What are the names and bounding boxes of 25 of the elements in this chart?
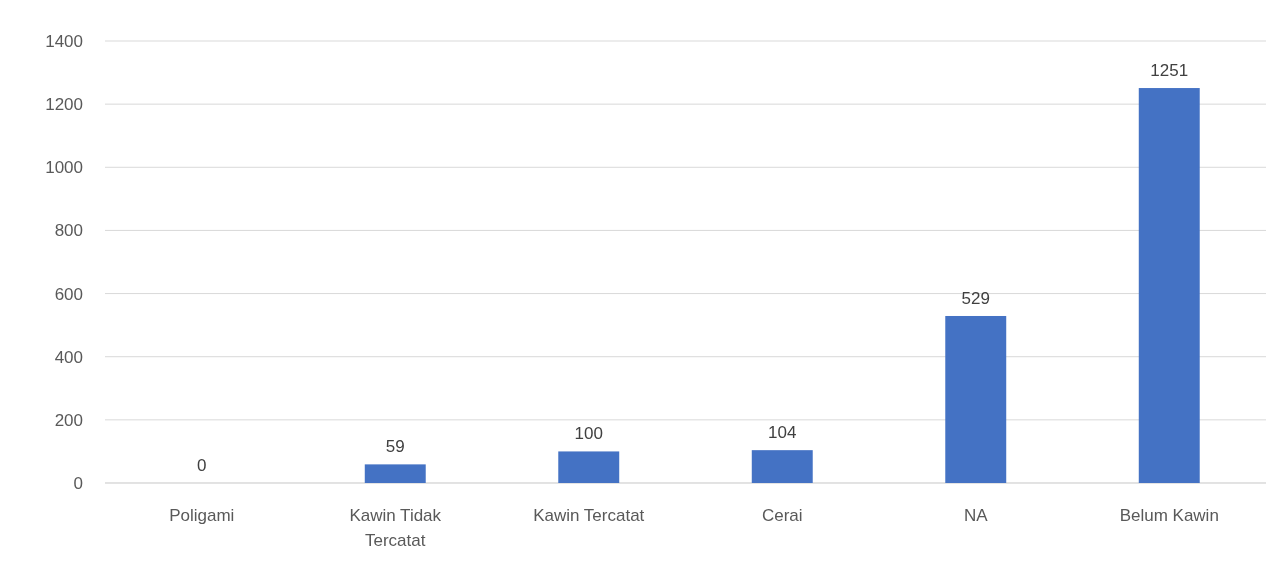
data-label: 1251 bbox=[1150, 61, 1189, 81]
bar bbox=[945, 315, 1007, 483]
bar bbox=[558, 451, 620, 483]
x-tick-label: NA bbox=[963, 506, 989, 525]
y-tick-label: 600 bbox=[54, 284, 83, 304]
x-tick-label: Kawin Tidak Tercatat bbox=[349, 506, 442, 550]
x-tick-label: Cerai bbox=[761, 506, 803, 525]
x-tick-label: Kawin Tercatat bbox=[533, 506, 645, 525]
data-label: 100 bbox=[574, 424, 603, 444]
data-label: 59 bbox=[385, 437, 405, 457]
y-tick-label: 200 bbox=[54, 410, 83, 430]
y-tick-label: 1000 bbox=[45, 158, 83, 178]
y-tick-label: 0 bbox=[73, 473, 83, 493]
bar bbox=[1138, 88, 1200, 483]
y-tick-label: 800 bbox=[54, 221, 83, 241]
x-tick-label: Poligami bbox=[169, 506, 235, 525]
bar bbox=[751, 450, 813, 483]
data-label: 104 bbox=[768, 423, 797, 443]
y-tick-label: 400 bbox=[54, 347, 83, 367]
data-label: 0 bbox=[197, 456, 207, 475]
data-label: 529 bbox=[961, 288, 990, 308]
y-tick-label: 1200 bbox=[45, 95, 83, 115]
y-tick-label: 1400 bbox=[45, 31, 83, 51]
bar bbox=[364, 464, 426, 483]
x-tick-label: Belum Kawin bbox=[1119, 506, 1219, 525]
